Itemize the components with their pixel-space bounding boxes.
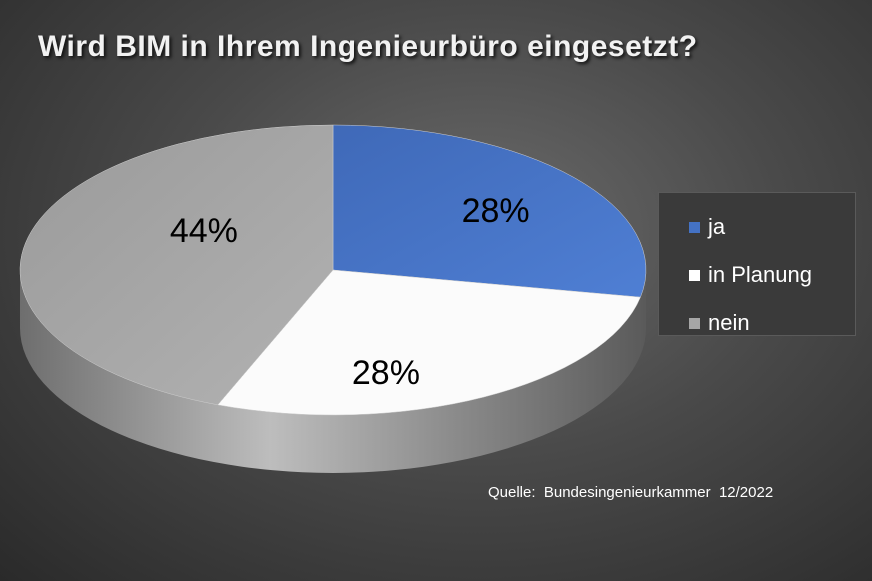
legend-label-nein: nein — [708, 310, 750, 335]
legend-label-ja: ja — [708, 214, 726, 239]
legend-item-nein: nein — [689, 299, 855, 347]
pie-slice-in-planung — [217, 269, 641, 416]
pie-data-labels: 28% 28% 44% — [170, 192, 530, 392]
legend-swatch-ja — [689, 221, 700, 233]
pie-side-wall — [20, 270, 646, 473]
legend-item-in-planung: in Planung — [689, 251, 855, 299]
pie-slices — [19, 124, 647, 416]
legend-item-ja: ja — [689, 203, 855, 251]
legend-swatch-in-planung — [689, 269, 700, 281]
data-label-ja: 28% — [462, 192, 530, 230]
source-note: Quelle: Bundesingenieurkammer 12/2022 — [488, 484, 774, 501]
chart-title: Wird BIM in Ihrem Ingenieurbüro eingeset… — [38, 30, 698, 63]
legend-swatch-nein — [689, 317, 700, 329]
legend: ja in Planung nein — [658, 192, 856, 336]
legend-label-in-planung: in Planung — [708, 262, 812, 287]
pie-slice-nein — [19, 124, 334, 406]
pie-slice-ja — [332, 124, 647, 298]
pie-wall-surface — [20, 270, 646, 473]
data-label-in-planung: 28% — [352, 354, 420, 392]
data-label-nein: 44% — [170, 212, 238, 250]
